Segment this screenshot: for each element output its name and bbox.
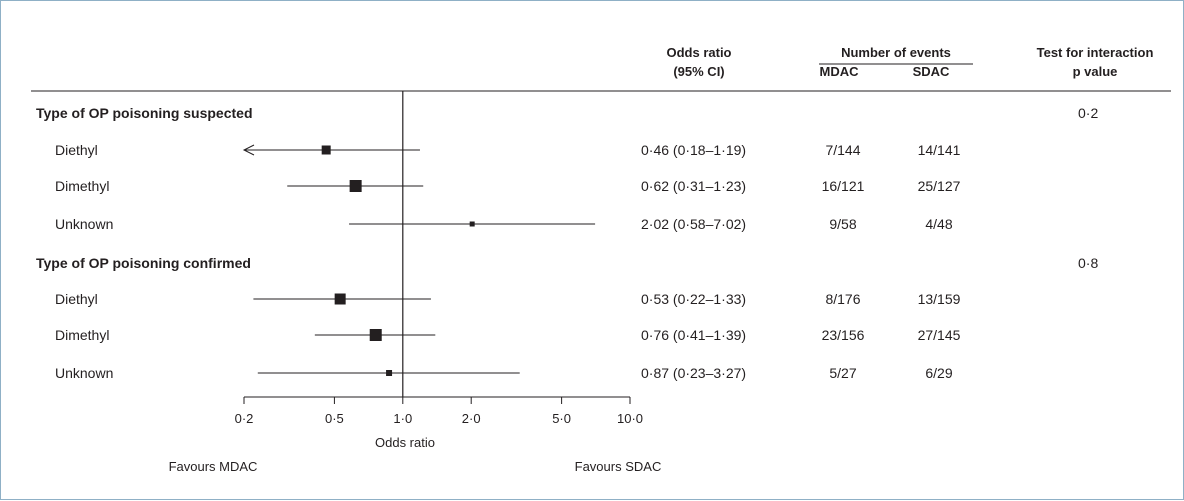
x-tick-label: 0·5	[325, 411, 344, 426]
x-tick-label: 2·0	[462, 411, 481, 426]
mdac-events-value: 8/176	[825, 291, 860, 307]
sdac-events-value: 6/29	[925, 365, 952, 381]
row-label: Diethyl	[55, 142, 98, 158]
sdac-events-value: 27/145	[918, 327, 961, 343]
mdac-events-value: 16/121	[822, 178, 865, 194]
odds-ratio-ci-value: 0·53 (0·22–1·33)	[641, 291, 746, 307]
x-tick-label: 10·0	[617, 411, 643, 426]
row-label: Unknown	[55, 216, 113, 232]
header-number-of-events: Number of events	[841, 45, 951, 60]
header-test-for-interaction: Test for interaction	[1037, 45, 1154, 60]
sdac-events-value: 25/127	[918, 178, 961, 194]
header-mdac: MDAC	[820, 64, 860, 79]
mdac-events-value: 23/156	[822, 327, 865, 343]
group-label: Type of OP poisoning confirmed	[36, 255, 251, 271]
point-estimate-box	[369, 329, 382, 341]
odds-ratio-ci-value: 0·76 (0·41–1·39)	[641, 327, 746, 343]
mdac-events-value: 9/58	[829, 216, 856, 232]
odds-ratio-ci-value: 2·02 (0·58–7·02)	[641, 216, 746, 232]
header-sdac: SDAC	[913, 64, 950, 79]
point-estimate-box	[386, 370, 393, 376]
favours-sdac-label: Favours SDAC	[575, 459, 662, 474]
odds-ratio-ci-value: 0·87 (0·23–3·27)	[641, 365, 746, 381]
mdac-events-value: 7/144	[825, 142, 860, 158]
p-interaction-value: 0·8	[1078, 255, 1098, 271]
x-axis-title: Odds ratio	[375, 435, 435, 450]
odds-ratio-ci-value: 0·62 (0·31–1·23)	[641, 178, 746, 194]
sdac-events-value: 14/141	[918, 142, 961, 158]
header-p-value: p value	[1073, 64, 1118, 79]
point-estimate-box	[321, 145, 331, 155]
point-estimate-box	[469, 221, 475, 227]
row-label: Diethyl	[55, 291, 98, 307]
row-label: Unknown	[55, 365, 113, 381]
x-tick-label: 1·0	[393, 411, 412, 426]
sdac-events-value: 4/48	[925, 216, 952, 232]
point-estimate-box	[334, 293, 346, 305]
sdac-events-value: 13/159	[918, 291, 961, 307]
p-interaction-value: 0·2	[1078, 105, 1098, 121]
ci-arrow-left	[242, 144, 255, 156]
mdac-events-value: 5/27	[829, 365, 856, 381]
x-tick-label: 0·2	[235, 411, 254, 426]
row-label: Dimethyl	[55, 327, 109, 343]
x-axis: 0·2 0·5 1·0 2·0 5·0 10·0	[235, 396, 643, 426]
forest-rows: Type of OP poisoning suspected 0·2 Diethyl…	[36, 91, 1098, 397]
header-ci: (95% CI)	[673, 64, 724, 79]
group-label: Type of OP poisoning suspected	[36, 105, 253, 121]
favours-mdac-label: Favours MDAC	[169, 459, 258, 474]
x-tick-label: 5·0	[552, 411, 571, 426]
header-odds-ratio: Odds ratio	[666, 45, 731, 60]
odds-ratio-ci-value: 0·46 (0·18–1·19)	[641, 142, 746, 158]
point-estimate-box	[349, 180, 362, 192]
row-label: Dimethyl	[55, 178, 109, 194]
